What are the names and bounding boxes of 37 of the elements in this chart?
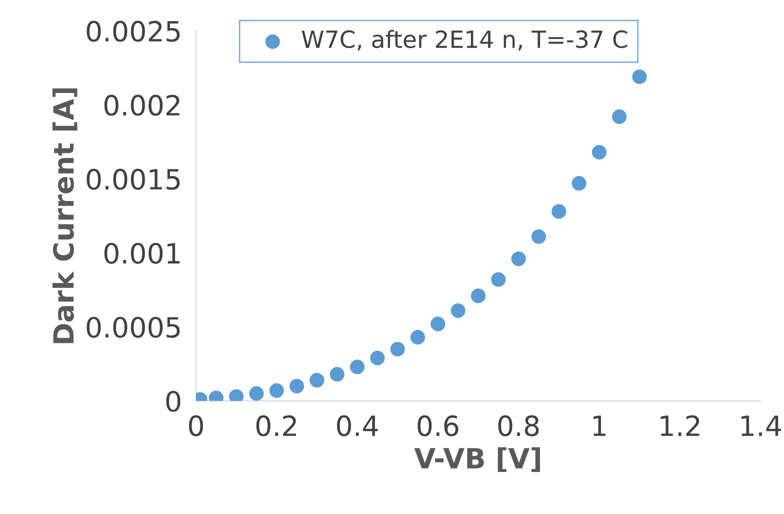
y-tick-label: 0.001 xyxy=(104,242,180,264)
y-axis-title: Dark Current [A] xyxy=(52,88,78,344)
x-tick-label: 0.6 xyxy=(418,415,458,436)
y-tick-label: 0.0025 xyxy=(86,20,180,42)
point xyxy=(552,204,566,219)
point xyxy=(310,372,324,388)
point xyxy=(430,316,446,332)
point xyxy=(269,383,284,398)
y-tick-label: 0.0005 xyxy=(86,316,180,338)
x-tick-label: 1.4 xyxy=(741,416,782,436)
point xyxy=(450,303,466,318)
point xyxy=(410,330,426,345)
point xyxy=(290,378,304,394)
point xyxy=(470,288,486,304)
point xyxy=(330,366,344,382)
y-tick-label: 0 xyxy=(166,390,180,412)
point xyxy=(491,272,506,287)
point xyxy=(511,252,526,266)
x-tick-label: 1.2 xyxy=(660,415,700,436)
point xyxy=(592,144,606,160)
x-tick-label: 0.8 xyxy=(498,415,539,436)
point xyxy=(370,350,385,366)
point xyxy=(249,386,264,401)
y-tick-label: 0.002 xyxy=(104,94,180,116)
x-tick-label: 0 xyxy=(188,415,203,436)
legend-label: W7C, after 2E14 n, T=-37 C xyxy=(302,30,628,51)
point xyxy=(390,342,405,356)
point xyxy=(350,360,365,374)
point xyxy=(632,69,647,84)
point xyxy=(612,109,627,124)
x-tick-label: 1 xyxy=(593,416,606,436)
point xyxy=(531,229,546,244)
x-axis-title: V-VB [V] xyxy=(414,447,540,472)
x-tick-label: 0.4 xyxy=(337,415,378,436)
point xyxy=(572,176,586,191)
y-tick-label: 0.0015 xyxy=(86,168,180,190)
x-tick-label: 0.2 xyxy=(256,415,296,436)
